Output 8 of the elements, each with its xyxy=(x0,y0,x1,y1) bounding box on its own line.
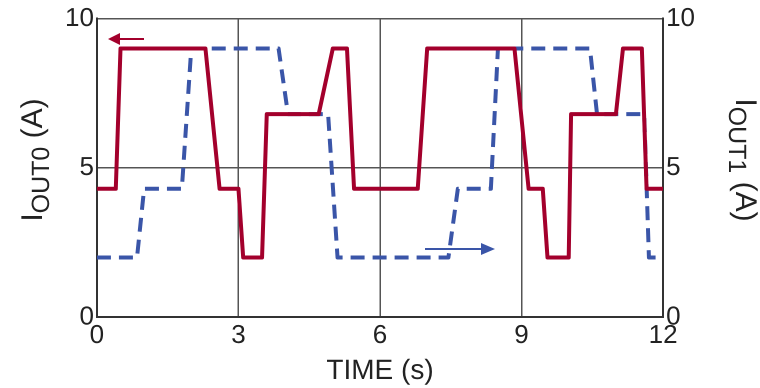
y2-tick-label: 10 xyxy=(666,2,695,32)
x-tick-label: 9 xyxy=(514,318,529,349)
x-axis-title: TIME (s) xyxy=(326,354,434,385)
x-tick-label: 6 xyxy=(372,318,388,349)
y-tick-label: 5 xyxy=(79,151,94,182)
x-tick-label: 3 xyxy=(231,318,246,349)
y2-tick-label: 5 xyxy=(666,151,681,182)
y-tick-label: 10 xyxy=(65,2,94,32)
